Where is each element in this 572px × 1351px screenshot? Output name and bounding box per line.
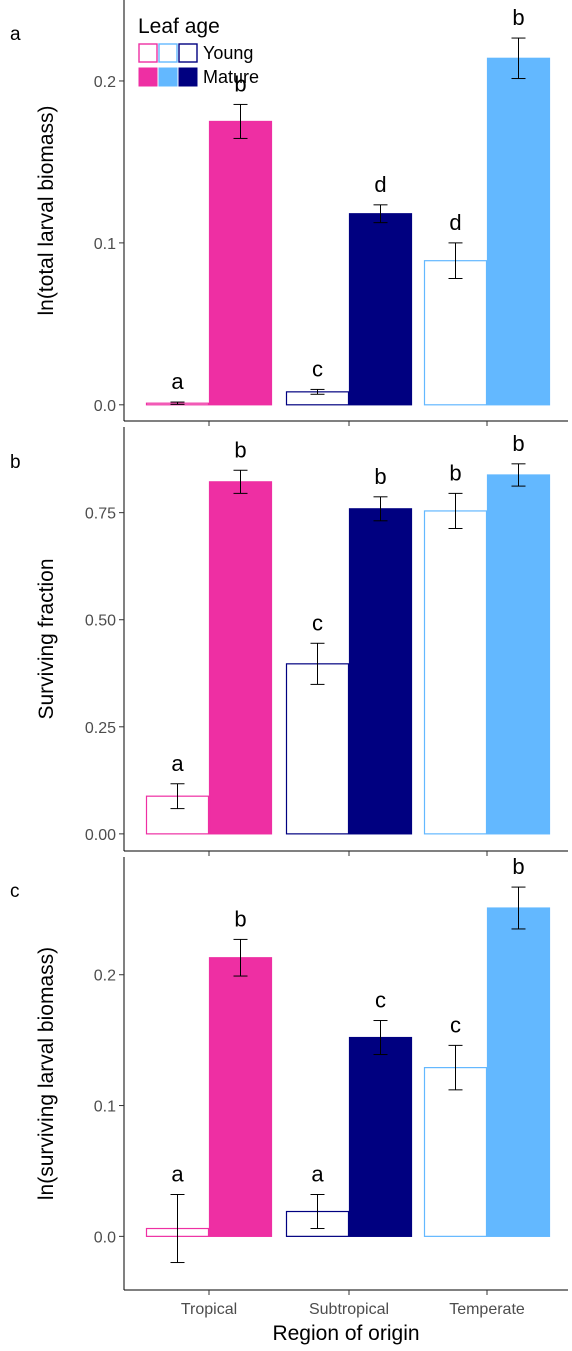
- significance-letter-b: a: [171, 751, 184, 776]
- bar-c-temperate-mature: [486, 907, 551, 1237]
- bar-a-temperate-young: [423, 260, 488, 406]
- bar-a-subtropical-mature: [348, 213, 413, 406]
- panel-letter-c: c: [10, 881, 20, 902]
- y-tick-label-b: 0.25: [85, 720, 116, 737]
- significance-letter-b: b: [374, 464, 386, 489]
- bar-b-subtropical-mature: [348, 508, 413, 835]
- y-axis-title-a: ln(total larval biomass): [35, 105, 58, 315]
- significance-letter-c: a: [171, 1162, 184, 1187]
- bar-c-subtropical-mature: [348, 1036, 413, 1237]
- significance-letter-a: d: [449, 210, 461, 235]
- y-axis-title-c: ln(surviving larval biomass): [35, 947, 58, 1200]
- y-tick-label-b: 0.50: [85, 613, 116, 630]
- legend-title: Leaf age: [138, 15, 220, 38]
- x-tick-label: Temperate: [449, 1301, 525, 1318]
- significance-letter-b: b: [512, 431, 524, 456]
- legend-swatch-mature: [138, 67, 158, 87]
- bar-c-tropical-mature: [208, 957, 273, 1237]
- x-axis-title: Region of origin: [272, 1322, 419, 1345]
- significance-letter-a: a: [171, 369, 184, 394]
- significance-letter-b: b: [449, 460, 461, 485]
- significance-letter-c: b: [234, 906, 246, 931]
- significance-letter-a: b: [234, 71, 246, 96]
- panel-letter-b: b: [10, 452, 21, 473]
- significance-letter-c: b: [512, 854, 524, 879]
- significance-letter-a: b: [512, 5, 524, 30]
- y-tick-label-a: 0.0: [94, 398, 116, 415]
- bar-a-temperate-mature: [486, 57, 551, 406]
- bar-b-temperate-young: [423, 510, 488, 835]
- significance-letter-b: b: [234, 437, 246, 462]
- panel-letter-a: a: [10, 24, 21, 45]
- significance-letter-c: a: [311, 1162, 324, 1187]
- legend-swatch-young: [158, 43, 178, 63]
- bar-b-temperate-mature: [486, 474, 551, 835]
- bar-b-tropical-mature: [208, 481, 273, 835]
- bar-c-temperate-young: [423, 1067, 488, 1237]
- y-tick-label-a: 0.1: [94, 236, 116, 253]
- significance-letter-a: d: [374, 172, 386, 197]
- y-tick-label-c: 0.1: [94, 1099, 116, 1116]
- x-tick-label: Tropical: [181, 1301, 237, 1318]
- y-tick-label-b: 0.75: [85, 506, 116, 523]
- legend-label-young: Young: [203, 43, 253, 63]
- legend-swatch-young: [178, 43, 198, 63]
- y-tick-label-b: 0.00: [85, 827, 116, 844]
- legend-swatch-mature: [158, 67, 178, 87]
- bar-a-tropical-mature: [208, 120, 273, 406]
- x-tick-label: Subtropical: [309, 1301, 389, 1318]
- significance-letter-c: c: [375, 988, 386, 1013]
- y-tick-label-c: 0.0: [94, 1229, 116, 1246]
- y-tick-label-a: 0.2: [94, 74, 116, 91]
- significance-letter-b: c: [312, 610, 323, 635]
- legend-swatch-mature: [178, 67, 198, 87]
- y-tick-label-c: 0.2: [94, 968, 116, 985]
- significance-letter-a: c: [312, 356, 323, 381]
- legend-label-mature: Mature: [203, 67, 259, 87]
- legend-swatch-young: [138, 43, 158, 63]
- significance-letter-c: c: [450, 1012, 461, 1037]
- y-axis-title-b: Surviving fraction: [35, 558, 58, 719]
- bar-b-subtropical-young: [285, 663, 350, 835]
